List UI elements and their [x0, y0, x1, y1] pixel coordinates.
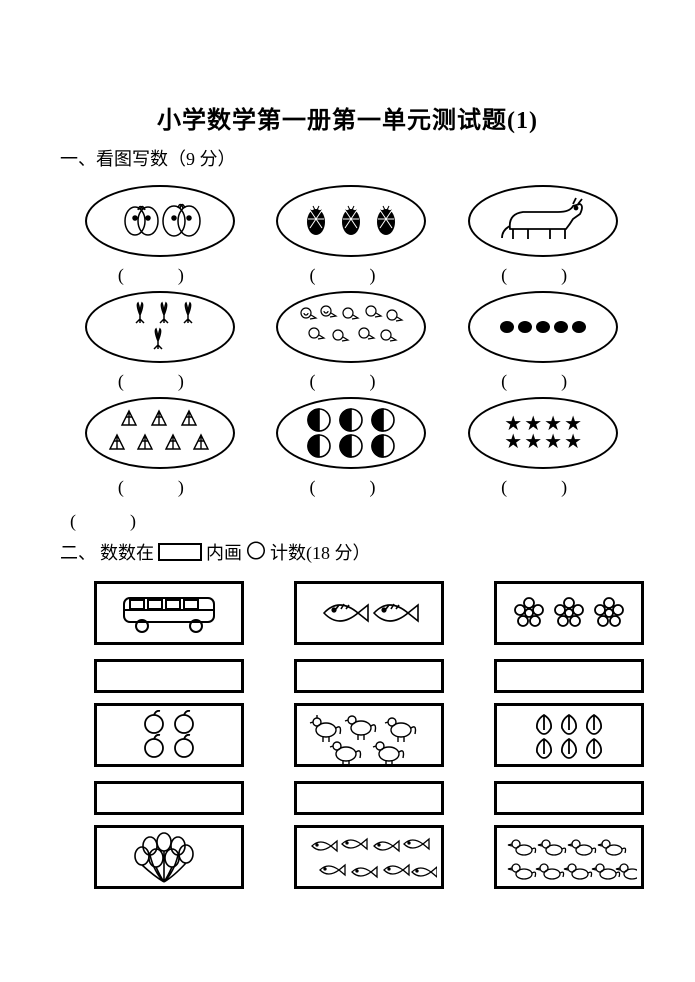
oval-shuttlecocks: [85, 397, 235, 469]
answer-paren[interactable]: ( ): [501, 473, 585, 499]
fish-icon: [309, 588, 429, 638]
bean-icon: [572, 321, 586, 333]
box-ducks: [494, 825, 644, 889]
answer-paren[interactable]: ( ): [118, 367, 202, 393]
section2-heading: 二、数数在 内画〇计数(18 分）: [60, 539, 635, 565]
box-apples: [94, 703, 244, 767]
section2-tail: 计数(18 分）: [270, 539, 371, 565]
answer-paren[interactable]: ( ): [118, 473, 202, 499]
box-balloons: [94, 825, 244, 889]
q2-cell-chickens: [294, 703, 444, 815]
extra-paren[interactable]: ( ): [70, 507, 635, 533]
answer-paren[interactable]: ( ): [501, 367, 585, 393]
q2-cell-ducks: [494, 825, 644, 889]
bean-icon: [500, 321, 514, 333]
oval-snails: [276, 291, 426, 363]
box-bus: [94, 581, 244, 645]
star-icon: ★: [544, 433, 562, 451]
heading-circle-icon: 〇: [246, 542, 266, 562]
answer-box[interactable]: [294, 659, 444, 693]
section1-heading: 一、看图写数（9 分）: [60, 145, 635, 171]
q2-cell-bus: [94, 581, 244, 693]
oval-pinecones: [276, 185, 426, 257]
section1-text: 看图写数（9 分）: [96, 149, 236, 169]
oval-tulips: [85, 291, 235, 363]
answer-box[interactable]: [294, 781, 444, 815]
stars-wrap: ★ ★ ★ ★ ★ ★ ★ ★: [504, 415, 582, 451]
section2-before-rect: 数数在: [100, 539, 154, 565]
q2-cell-fish: [294, 581, 444, 693]
pinecones-icon: [296, 198, 406, 244]
answer-box[interactable]: [494, 659, 644, 693]
butterflies-icon: [110, 198, 210, 244]
box-smallfish: [294, 825, 444, 889]
q1-cell-pinecones: ( ): [270, 185, 434, 287]
q2-cell-apples: [94, 703, 244, 815]
bean-icon: [518, 321, 532, 333]
box-chickens: [294, 703, 444, 767]
box-flowers: [494, 581, 644, 645]
peaches-icon: [509, 710, 629, 762]
chickens-icon: [301, 710, 437, 764]
section2-grid: [94, 581, 615, 889]
answer-paren[interactable]: ( ): [309, 473, 393, 499]
bean-icon: [554, 321, 568, 333]
q1-cell-shuttlecocks: ( ): [78, 397, 242, 499]
q1-cell-horse: ( ): [461, 185, 625, 287]
page-title: 小学数学第一册第一单元测试题(1): [60, 100, 635, 135]
q1-cell-balls: ( ): [270, 397, 434, 499]
balloons-icon: [114, 832, 224, 888]
heading-rect-icon: [158, 543, 202, 561]
worksheet-page: 小学数学第一册第一单元测试题(1) 一、看图写数（9 分） ( ): [0, 0, 695, 929]
shuttlecocks-icon: [95, 405, 225, 461]
flowers-icon: [504, 591, 634, 635]
horse-icon: [488, 194, 598, 248]
q2-cell-balloons: [94, 825, 244, 889]
q1-cell-snails: ( ): [270, 291, 434, 393]
q1-cell-beans: ( ): [461, 291, 625, 393]
q2-cell-smallfish: [294, 825, 444, 889]
answer-box[interactable]: [94, 659, 244, 693]
q1-cell-tulips: ( ): [78, 291, 242, 393]
answer-box[interactable]: [494, 781, 644, 815]
oval-horse: [468, 185, 618, 257]
q2-cell-peaches: [494, 703, 644, 815]
ducks-icon: [501, 832, 637, 886]
oval-stars: ★ ★ ★ ★ ★ ★ ★ ★: [468, 397, 618, 469]
q2-cell-flowers: [494, 581, 644, 693]
beans-row: [500, 321, 586, 333]
star-icon: ★: [564, 433, 582, 451]
oval-balls: [276, 397, 426, 469]
q1-cell-stars: ★ ★ ★ ★ ★ ★ ★ ★ ( ): [461, 397, 625, 499]
section2-after-rect: 内画: [206, 539, 242, 565]
star-icon: ★: [524, 433, 542, 451]
section1-prefix: 一、: [60, 149, 96, 169]
bus-icon: [114, 590, 224, 636]
star-icon: ★: [504, 433, 522, 451]
small-fish-icon: [301, 832, 437, 886]
apples-icon: [114, 710, 224, 762]
q1-cell-butterflies: ( ): [78, 185, 242, 287]
snails-chicks-icon: [286, 301, 416, 353]
box-fish: [294, 581, 444, 645]
answer-paren[interactable]: ( ): [309, 367, 393, 393]
tulips-icon: [110, 301, 210, 353]
answer-paren[interactable]: ( ): [501, 261, 585, 287]
bean-icon: [536, 321, 550, 333]
answer-paren[interactable]: ( ): [118, 261, 202, 287]
answer-paren[interactable]: ( ): [309, 261, 393, 287]
oval-beans: [468, 291, 618, 363]
oval-butterflies: [85, 185, 235, 257]
box-peaches: [494, 703, 644, 767]
balls-icon: [291, 406, 411, 460]
section2-prefix: 二、: [60, 539, 96, 565]
answer-box[interactable]: [94, 781, 244, 815]
section1-grid: ( ) ( ): [78, 185, 625, 499]
